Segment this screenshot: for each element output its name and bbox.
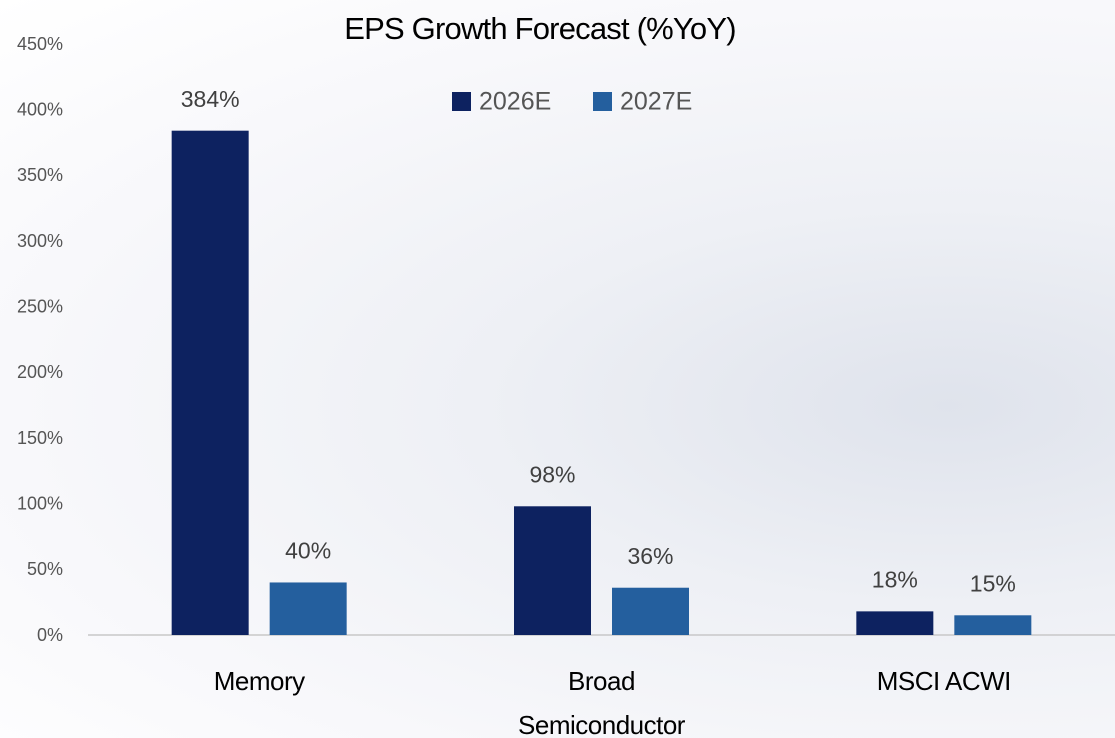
data-label: 98% bbox=[529, 461, 575, 487]
data-label: 15% bbox=[970, 570, 1016, 596]
legend-label: 2027E bbox=[620, 88, 692, 116]
y-tick-label: 150% bbox=[17, 428, 63, 448]
data-label: 36% bbox=[627, 543, 673, 569]
y-tick-label: 350% bbox=[17, 165, 63, 185]
x-tick-label: Memory bbox=[213, 666, 305, 696]
y-tick-label: 0% bbox=[37, 625, 63, 645]
bar bbox=[954, 615, 1032, 635]
y-tick-label: 400% bbox=[17, 99, 63, 119]
legend-label: 2026E bbox=[479, 88, 551, 116]
data-label: 40% bbox=[285, 538, 331, 564]
y-tick-label: 200% bbox=[17, 362, 63, 382]
y-tick-label: 50% bbox=[27, 559, 63, 579]
bar bbox=[269, 582, 347, 635]
bar bbox=[856, 611, 934, 635]
data-label: 384% bbox=[181, 86, 240, 112]
y-tick-label: 450% bbox=[17, 34, 63, 54]
x-tick-label: Broad Semiconductor bbox=[518, 666, 685, 738]
y-tick-label: 100% bbox=[17, 493, 63, 513]
legend-swatch bbox=[452, 92, 471, 111]
legend-swatch bbox=[593, 92, 612, 111]
chart-title: EPS Growth Forecast (%YoY) bbox=[344, 11, 736, 46]
y-tick-label: 300% bbox=[17, 231, 63, 251]
y-tick-label: 250% bbox=[17, 296, 63, 316]
x-tick-label: MSCI ACWI bbox=[876, 666, 1012, 696]
bar bbox=[171, 130, 249, 635]
bar bbox=[612, 587, 689, 635]
data-label: 18% bbox=[872, 566, 918, 592]
bar bbox=[514, 506, 591, 635]
